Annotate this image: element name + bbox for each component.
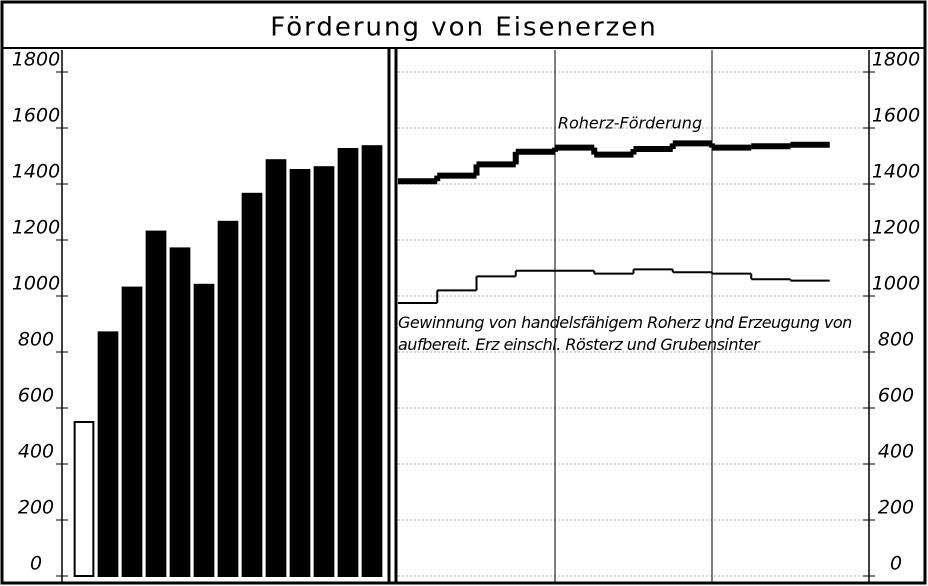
bar [313, 166, 335, 577]
series-label: Roherz-Förderung [558, 114, 702, 133]
y-tick-label: 1200 [12, 217, 60, 239]
series-label: Gewinnung von handelsfähigem Roherz und … [398, 313, 852, 354]
y-tick-label: 1400 [872, 161, 920, 183]
bar [361, 145, 383, 577]
y-tick-label: 1600 [872, 105, 920, 127]
bar [337, 148, 359, 577]
y-tick-label: 1000 [12, 273, 60, 295]
y-tick-label: 0 [890, 553, 902, 575]
y-tick-label: 400 [878, 441, 914, 463]
series-label-box: Gewinnung von handelsfähigem Roherz und … [398, 313, 852, 354]
chart-title: Förderung von Eisenerzen [270, 13, 658, 43]
bar [169, 247, 191, 577]
y-tick-label: 200 [878, 497, 914, 519]
y-tick-label: 600 [878, 385, 914, 407]
bar [121, 286, 143, 577]
y-tick-label: 400 [18, 441, 54, 463]
bar [241, 192, 263, 578]
bar [145, 230, 167, 577]
y-tick-label: 1400 [12, 161, 60, 183]
y-tick-label: 1600 [12, 105, 60, 127]
y-tick-label: 200 [18, 497, 54, 519]
bar [265, 159, 287, 577]
y-tick-label: 1200 [872, 217, 920, 239]
y-tick-label: 1800 [872, 49, 920, 71]
bar [193, 283, 215, 577]
bar [289, 169, 311, 577]
bar [97, 331, 119, 577]
y-tick-label: 1800 [12, 49, 60, 71]
bar [73, 421, 95, 577]
y-tick-label: 800 [878, 329, 914, 351]
y-tick-label: 600 [18, 385, 54, 407]
y-tick-label: 1000 [872, 273, 920, 295]
y-tick-label: 800 [18, 329, 54, 351]
y-tick-label: 0 [30, 553, 42, 575]
bar [217, 220, 239, 578]
